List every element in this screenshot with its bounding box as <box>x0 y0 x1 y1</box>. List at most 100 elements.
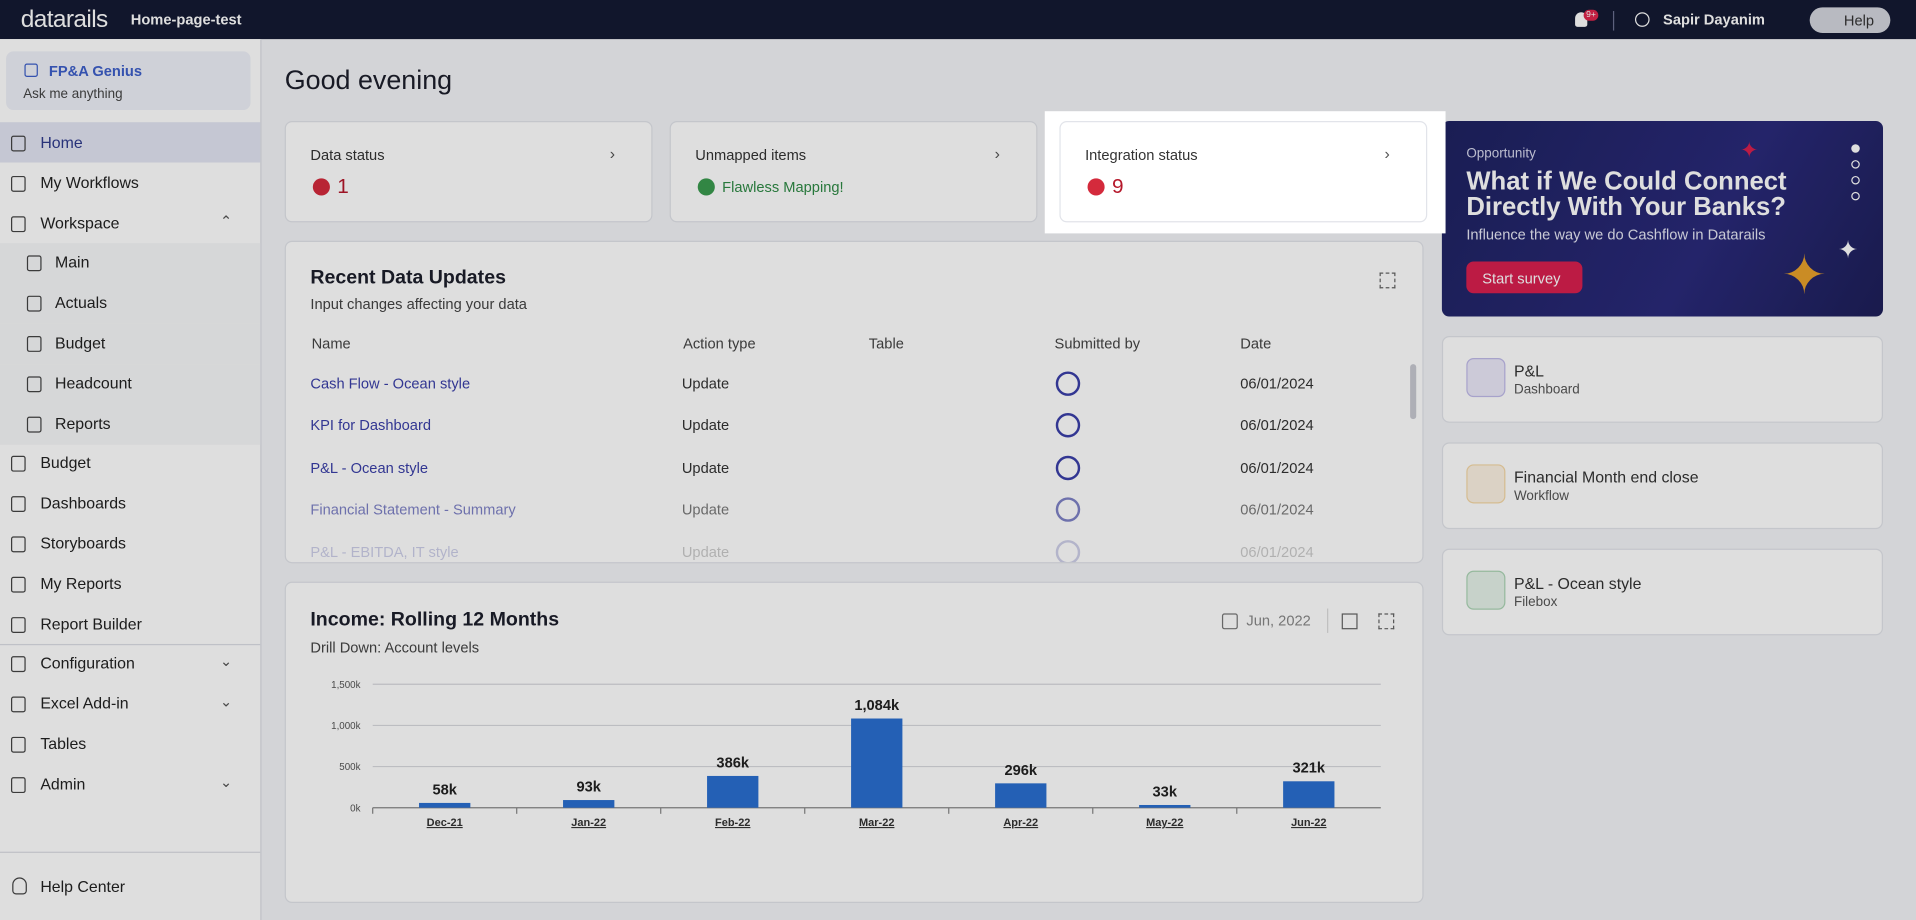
y-tick-label: 0k <box>350 803 360 814</box>
genius-box[interactable] <box>6 51 251 110</box>
x-tick-label: Dec-21 <box>427 817 463 829</box>
user-icon <box>1634 12 1650 27</box>
column-header[interactable]: Name <box>311 334 351 352</box>
status-icon <box>697 178 715 196</box>
row-name[interactable]: KPI for Dashboard <box>310 417 432 435</box>
column-header[interactable]: Submitted by <box>1054 334 1141 352</box>
workspace-name[interactable]: Home-page-test <box>130 10 242 29</box>
logo[interactable]: datarails <box>20 6 109 33</box>
submenu-bg <box>0 403 261 445</box>
nav-item[interactable]: Configuration <box>40 654 135 673</box>
swap-icon[interactable] <box>1341 613 1358 630</box>
nav-item[interactable]: My Workflows <box>40 173 139 192</box>
nav-item[interactable]: Storyboards <box>40 533 126 553</box>
carousel-dot[interactable] <box>1851 191 1860 201</box>
column-header[interactable]: Table <box>868 334 904 352</box>
nav-item[interactable]: Excel Add-in <box>40 694 129 713</box>
shortcut-card[interactable] <box>1441 336 1884 423</box>
nav-item[interactable]: Main <box>54 253 90 272</box>
divider <box>1327 608 1329 633</box>
survey-button-label[interactable]: Start survey <box>1482 270 1561 288</box>
shortcut-title[interactable]: P&L - Ocean style <box>1513 574 1642 593</box>
shortcut-card[interactable] <box>1441 442 1884 530</box>
shortcut-type[interactable]: Workflow <box>1513 488 1570 504</box>
chevron[interactable]: ⌄ <box>219 773 233 791</box>
nav-icon <box>10 496 26 513</box>
shortcut-type[interactable]: Dashboard <box>1513 382 1580 398</box>
income-subtitle: Drill Down: Account levels <box>310 639 480 657</box>
carousel-dot[interactable] <box>1851 160 1860 169</box>
x-tick-label: Jan-22 <box>571 817 606 829</box>
nav-item[interactable]: Budget <box>54 333 106 352</box>
separator <box>0 643 261 646</box>
survey-button[interactable] <box>1466 261 1583 294</box>
nav-item[interactable]: Home <box>40 133 83 152</box>
nav-item[interactable]: Headcount <box>54 373 132 392</box>
row-action: Update <box>681 543 730 561</box>
value-label: 296k <box>1004 763 1037 779</box>
row-date: 06/01/2024 <box>1240 459 1314 477</box>
row-name[interactable]: Cash Flow - Ocean style <box>310 375 471 393</box>
carousel-dot[interactable] <box>1851 144 1860 153</box>
status-value[interactable]: Flawless Mapping! <box>722 178 844 196</box>
shortcut-type[interactable]: Filebox <box>1513 595 1558 610</box>
divider <box>1612 10 1615 31</box>
shortcut-icon <box>1466 358 1506 398</box>
nav-item[interactable]: Reports <box>54 413 111 433</box>
submitter-avatar <box>1055 539 1081 563</box>
period-picker[interactable]: Jun, 2022 <box>1246 612 1311 630</box>
submitter-avatar <box>1055 371 1081 396</box>
status-title[interactable]: Data status <box>310 146 385 164</box>
row-action: Update <box>681 501 730 519</box>
row-name[interactable]: Financial Statement - Summary <box>310 501 516 519</box>
nav-item[interactable]: Tables <box>40 734 87 753</box>
panel-title: Recent Data Updates <box>310 267 506 289</box>
promo-subtitle: Influence the way we do Cashflow in Data… <box>1466 226 1766 244</box>
chevron[interactable]: › <box>609 144 616 163</box>
nav-icon <box>26 376 42 392</box>
column-header[interactable]: Date <box>1240 334 1272 352</box>
value-label: 321k <box>1292 761 1325 777</box>
row-action: Update <box>681 375 730 393</box>
expand-icon[interactable] <box>1378 613 1395 630</box>
carousel-dot[interactable] <box>1851 175 1860 185</box>
row-date: 06/01/2024 <box>1240 501 1314 519</box>
nav-item[interactable]: Actuals <box>54 293 108 312</box>
genius-prompt[interactable]: Ask me anything <box>23 86 123 102</box>
nav-item[interactable]: Report Builder <box>40 614 142 633</box>
chevron[interactable]: › <box>994 144 1000 163</box>
help-center[interactable]: Help Center <box>40 877 126 896</box>
user-name[interactable]: Sapir Dayanim <box>1663 10 1765 29</box>
help-center-icon <box>12 877 27 895</box>
nav-icon <box>26 295 42 312</box>
status-card[interactable] <box>284 120 653 223</box>
expand-icon[interactable] <box>1379 272 1396 289</box>
calendar-icon <box>1221 613 1238 630</box>
row-name[interactable]: P&L - EBITDA, IT style <box>310 543 459 561</box>
status-card[interactable] <box>669 120 1038 223</box>
nav-item[interactable]: Budget <box>40 453 91 473</box>
submitter-avatar <box>1055 413 1081 438</box>
genius-title[interactable]: FP&A Genius <box>48 62 143 80</box>
submitter-avatar <box>1055 455 1081 480</box>
chevron[interactable]: ⌄ <box>219 693 233 711</box>
shortcut-card[interactable] <box>1441 548 1884 636</box>
shortcut-title[interactable]: P&L <box>1513 361 1545 381</box>
chevron[interactable]: ⌄ <box>219 652 233 671</box>
help-label[interactable]: Help <box>1843 12 1875 30</box>
genius-icon <box>24 63 38 77</box>
nav-item[interactable]: Dashboards <box>40 493 126 513</box>
nav-item[interactable]: Admin <box>40 774 86 793</box>
nav-item[interactable]: My Reports <box>40 574 122 593</box>
row-name[interactable]: P&L - Ocean style <box>310 459 429 477</box>
help-button[interactable] <box>1809 7 1891 33</box>
status-title[interactable]: Unmapped items <box>695 146 807 164</box>
scrollbar[interactable] <box>1410 364 1417 420</box>
chevron[interactable]: ⌃ <box>219 212 233 230</box>
status-value[interactable]: 1 <box>337 174 349 198</box>
shortcut-title[interactable]: Financial Month end close <box>1513 468 1699 487</box>
column-header[interactable]: Action type <box>683 334 756 352</box>
nav-item[interactable]: Workspace <box>40 213 120 232</box>
nav-icon <box>10 175 26 192</box>
